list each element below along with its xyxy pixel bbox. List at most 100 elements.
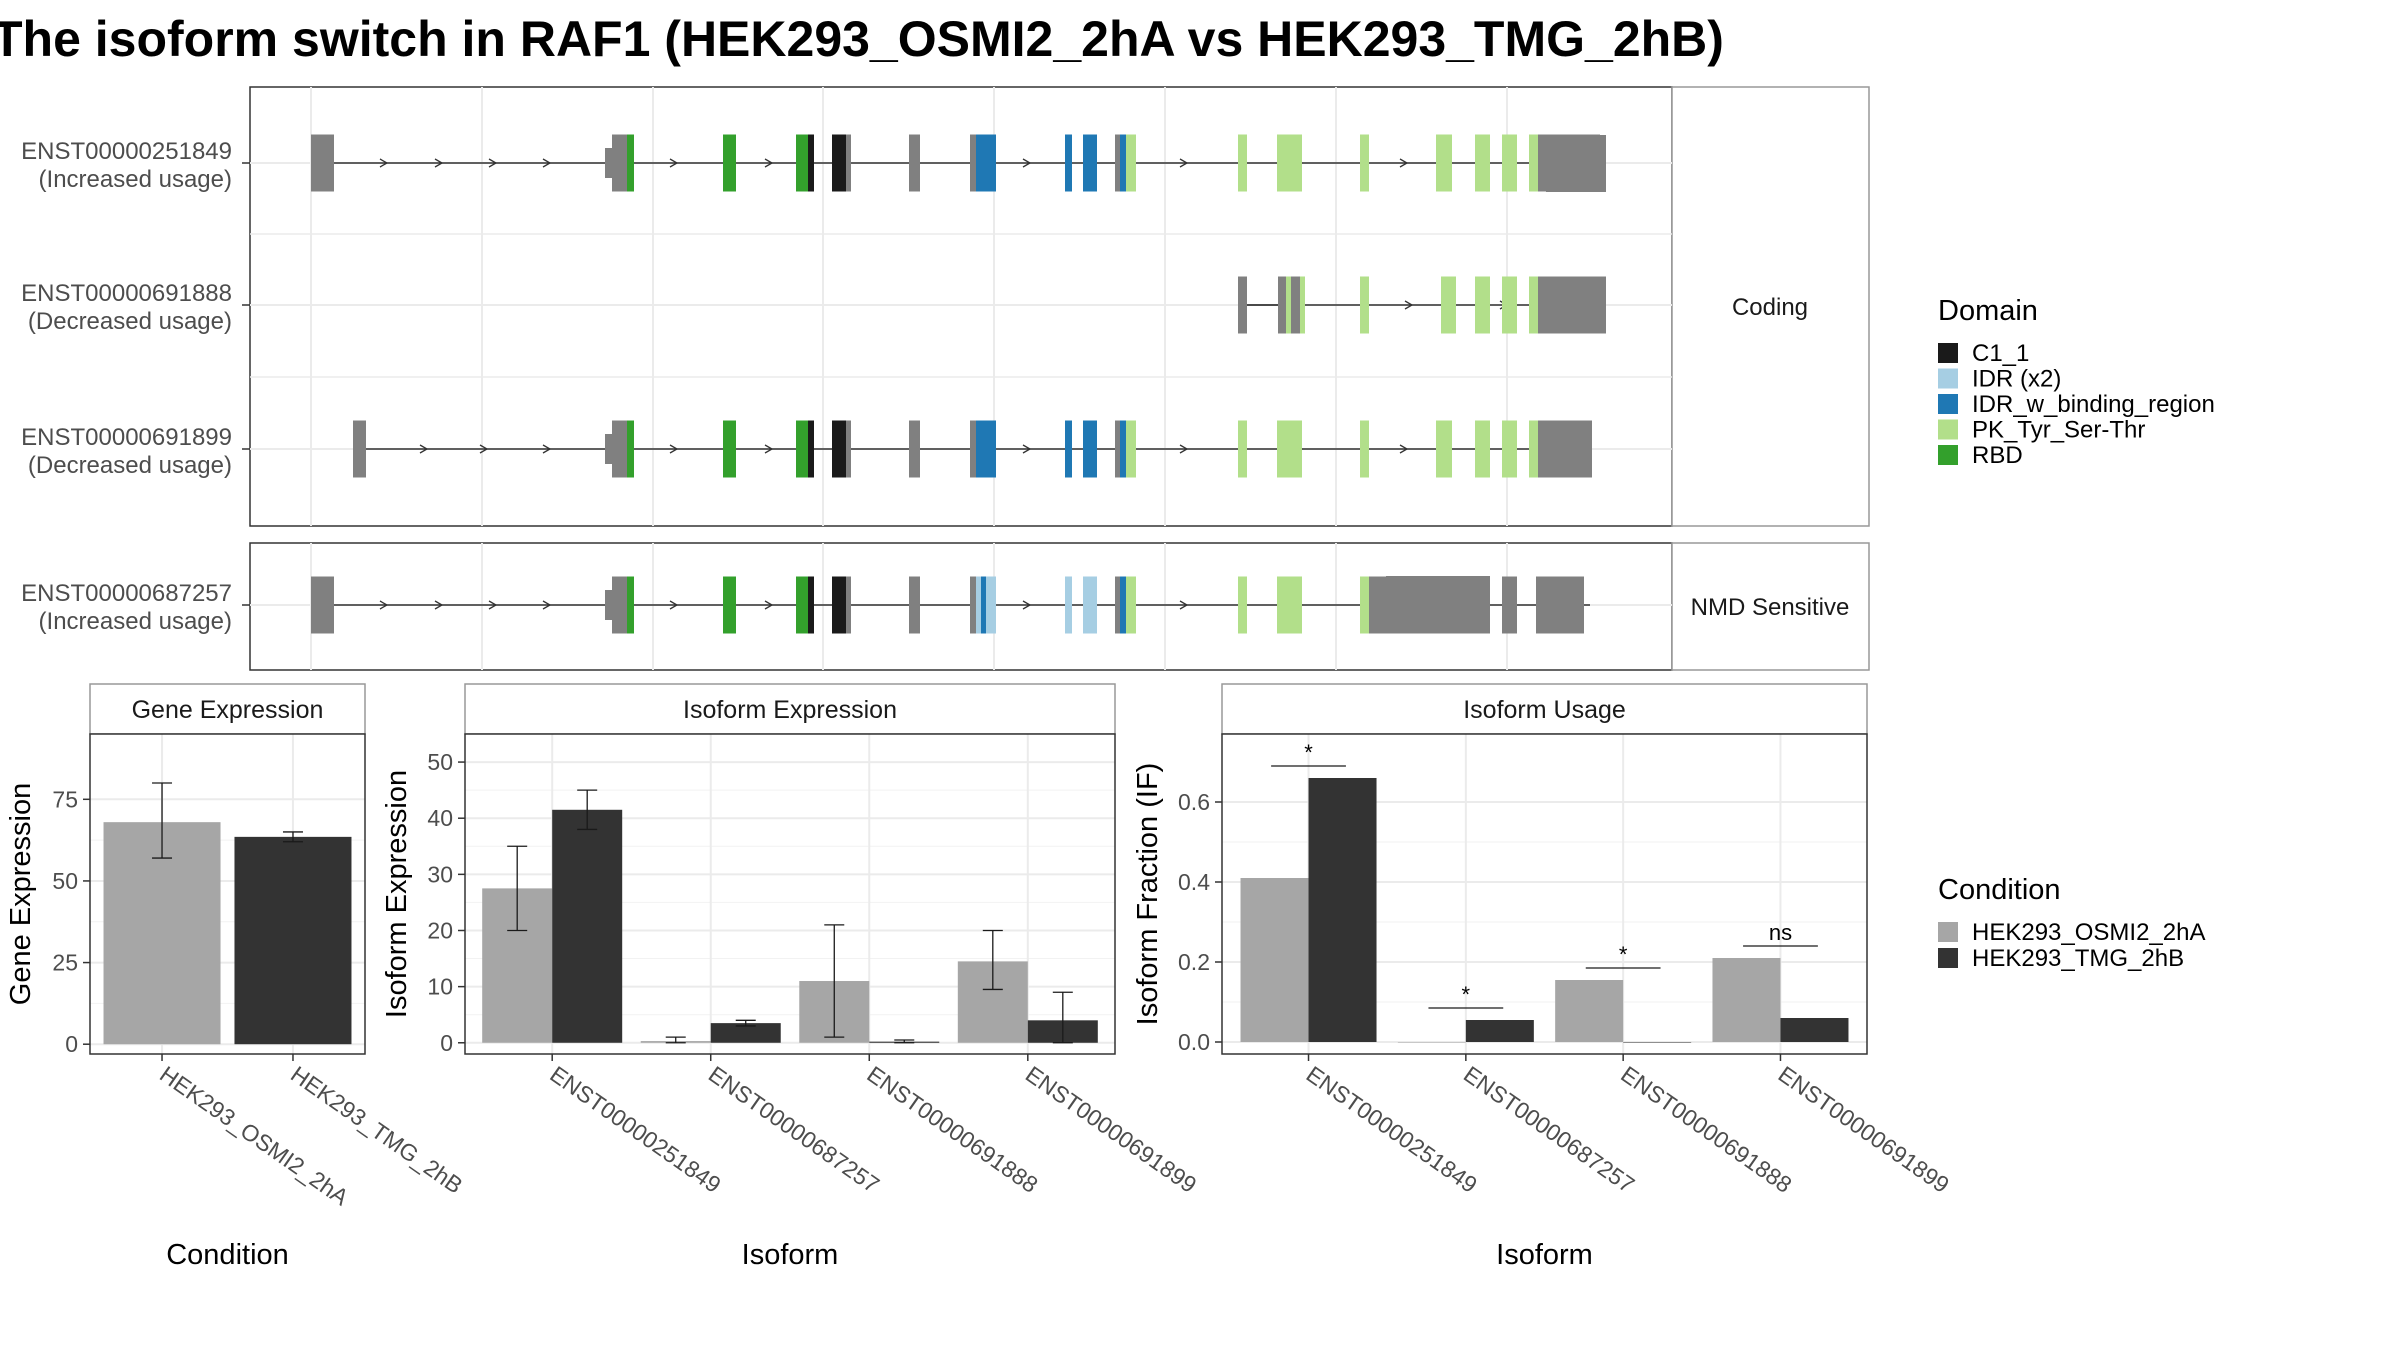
- direction-arrow: [1179, 600, 1189, 610]
- exon-segment: [909, 420, 920, 478]
- domain-legend-key: [1938, 343, 1958, 363]
- exon-segment: [1277, 576, 1302, 634]
- y-axis-title: Isoform Expression: [381, 770, 413, 1018]
- y-tick-label: 30: [427, 861, 453, 887]
- exon-segment: [846, 420, 851, 478]
- direction-arrow: [1179, 444, 1189, 454]
- direction-arrow: [764, 600, 774, 610]
- exon-segment: [627, 576, 634, 634]
- exon-segment: [846, 134, 851, 192]
- domain-legend-key: [1938, 368, 1958, 389]
- domain-legend-title: Domain: [1938, 295, 2038, 327]
- transcript-id-label: ENST00000691888: [21, 280, 232, 307]
- y-tick-label: 50: [52, 868, 78, 894]
- exon-segment: [1436, 420, 1452, 478]
- y-tick-label: 10: [427, 974, 453, 1000]
- transcript-id-label: ENST00000251849: [21, 138, 232, 165]
- significance-label: ns: [1769, 920, 1792, 945]
- exon-segment: [1277, 134, 1302, 192]
- y-tick-label: 0: [440, 1030, 453, 1056]
- y-tick-label: 50: [427, 749, 453, 775]
- exon-segment: [796, 134, 808, 192]
- exon-segment: [909, 134, 920, 192]
- condition-legend-label: HEK293_TMG_2hB: [1972, 945, 2184, 972]
- x-tick-label: ENST00000687257: [704, 1061, 884, 1198]
- y-tick-label: 20: [427, 917, 453, 943]
- exon-segment: [1475, 276, 1490, 334]
- transcript-usage-label: (Decreased usage): [28, 308, 232, 335]
- x-tick-label: ENST00000687257: [1459, 1061, 1639, 1198]
- x-tick-label: ENST00000691888: [1616, 1061, 1796, 1198]
- transcript-usage-label: (Decreased usage): [28, 452, 232, 479]
- plot-frame: [464, 733, 1116, 1055]
- exon-segment: [981, 576, 986, 634]
- panel-strip: [1221, 683, 1868, 735]
- exon-segment: [976, 420, 996, 478]
- panel-strip: [89, 683, 366, 735]
- exon-segment: [1278, 279, 1286, 309]
- domain-legend-label: C1_1: [1972, 340, 2029, 367]
- condition-legend-title: Condition: [1938, 874, 2061, 906]
- x-tick-label: ENST00000691899: [1774, 1061, 1954, 1198]
- direction-arrow: [488, 158, 498, 168]
- exon-segment: [1529, 276, 1538, 334]
- condition-legend-key: [1938, 922, 1958, 942]
- bar: [1623, 1042, 1692, 1043]
- bar: [1555, 980, 1624, 1042]
- bar: [1465, 1020, 1534, 1042]
- domain-legend-key: [1938, 445, 1958, 465]
- figure-title: The isoform switch in RAF1 (HEK293_OSMI2…: [0, 11, 1724, 67]
- exon-segment: [832, 576, 846, 634]
- y-tick-label: 25: [52, 950, 78, 976]
- direction-arrow: [1399, 444, 1409, 454]
- exon-segment: [832, 420, 846, 478]
- y-tick-label: 0.4: [1178, 869, 1210, 895]
- exon-segment: [970, 134, 976, 192]
- exon-segment: [1238, 420, 1247, 478]
- exon-segment: [808, 134, 814, 192]
- exon-segment: [796, 420, 808, 478]
- exon-segment: [1238, 576, 1247, 634]
- exon-segment: [1120, 420, 1126, 478]
- direction-arrow: [1022, 600, 1032, 610]
- transcript-usage-label: (Increased usage): [39, 608, 232, 635]
- facet-strip: [1671, 86, 1870, 527]
- facet-label-nmd: NMD Sensitive: [1691, 594, 1850, 621]
- exon-segment: [1546, 276, 1606, 334]
- domain-legend-label: PK_Tyr_Ser-Thr: [1972, 417, 2145, 444]
- exon-segment: [1360, 420, 1369, 478]
- exon-segment: [1126, 134, 1136, 192]
- y-tick-label: 0: [65, 1031, 78, 1057]
- significance-label: *: [1304, 740, 1313, 765]
- exon-segment: [970, 420, 976, 478]
- transcript-id-label: ENST00000691899: [21, 424, 232, 451]
- exon-segment: [1360, 576, 1369, 634]
- isoform-usage-panel: Isoform Usage * * * ns 0.0 0.2 0.4 0.6 ENST000002…: [1132, 683, 1954, 1271]
- panel-title: Isoform Expression: [683, 696, 897, 724]
- direction-arrow: [764, 444, 774, 454]
- exon-segment: [627, 420, 634, 478]
- exon-segment: [1538, 134, 1546, 192]
- bar: [552, 809, 623, 1043]
- exon-segment: [723, 576, 736, 634]
- x-axis-title: Isoform: [742, 1239, 839, 1271]
- x-axis-title: Condition: [166, 1239, 289, 1271]
- exon-segment: [808, 576, 814, 634]
- significance-label: *: [1619, 942, 1628, 967]
- domain-legend-key: [1938, 394, 1958, 414]
- exon-segment: [1120, 134, 1126, 192]
- direction-arrow: [1399, 158, 1409, 168]
- direction-arrow: [379, 600, 389, 610]
- direction-arrow: [1404, 300, 1414, 310]
- domain-legend-label: RBD: [1972, 442, 2023, 469]
- exon-segment: [976, 576, 981, 634]
- direction-arrow: [542, 444, 552, 454]
- direction-arrow: [488, 600, 498, 610]
- exon-segment: [1546, 135, 1606, 192]
- direction-arrow: [434, 600, 444, 610]
- exon-segment: [1502, 576, 1517, 634]
- exon-segment: [1126, 576, 1136, 634]
- direction-arrow: [669, 444, 679, 454]
